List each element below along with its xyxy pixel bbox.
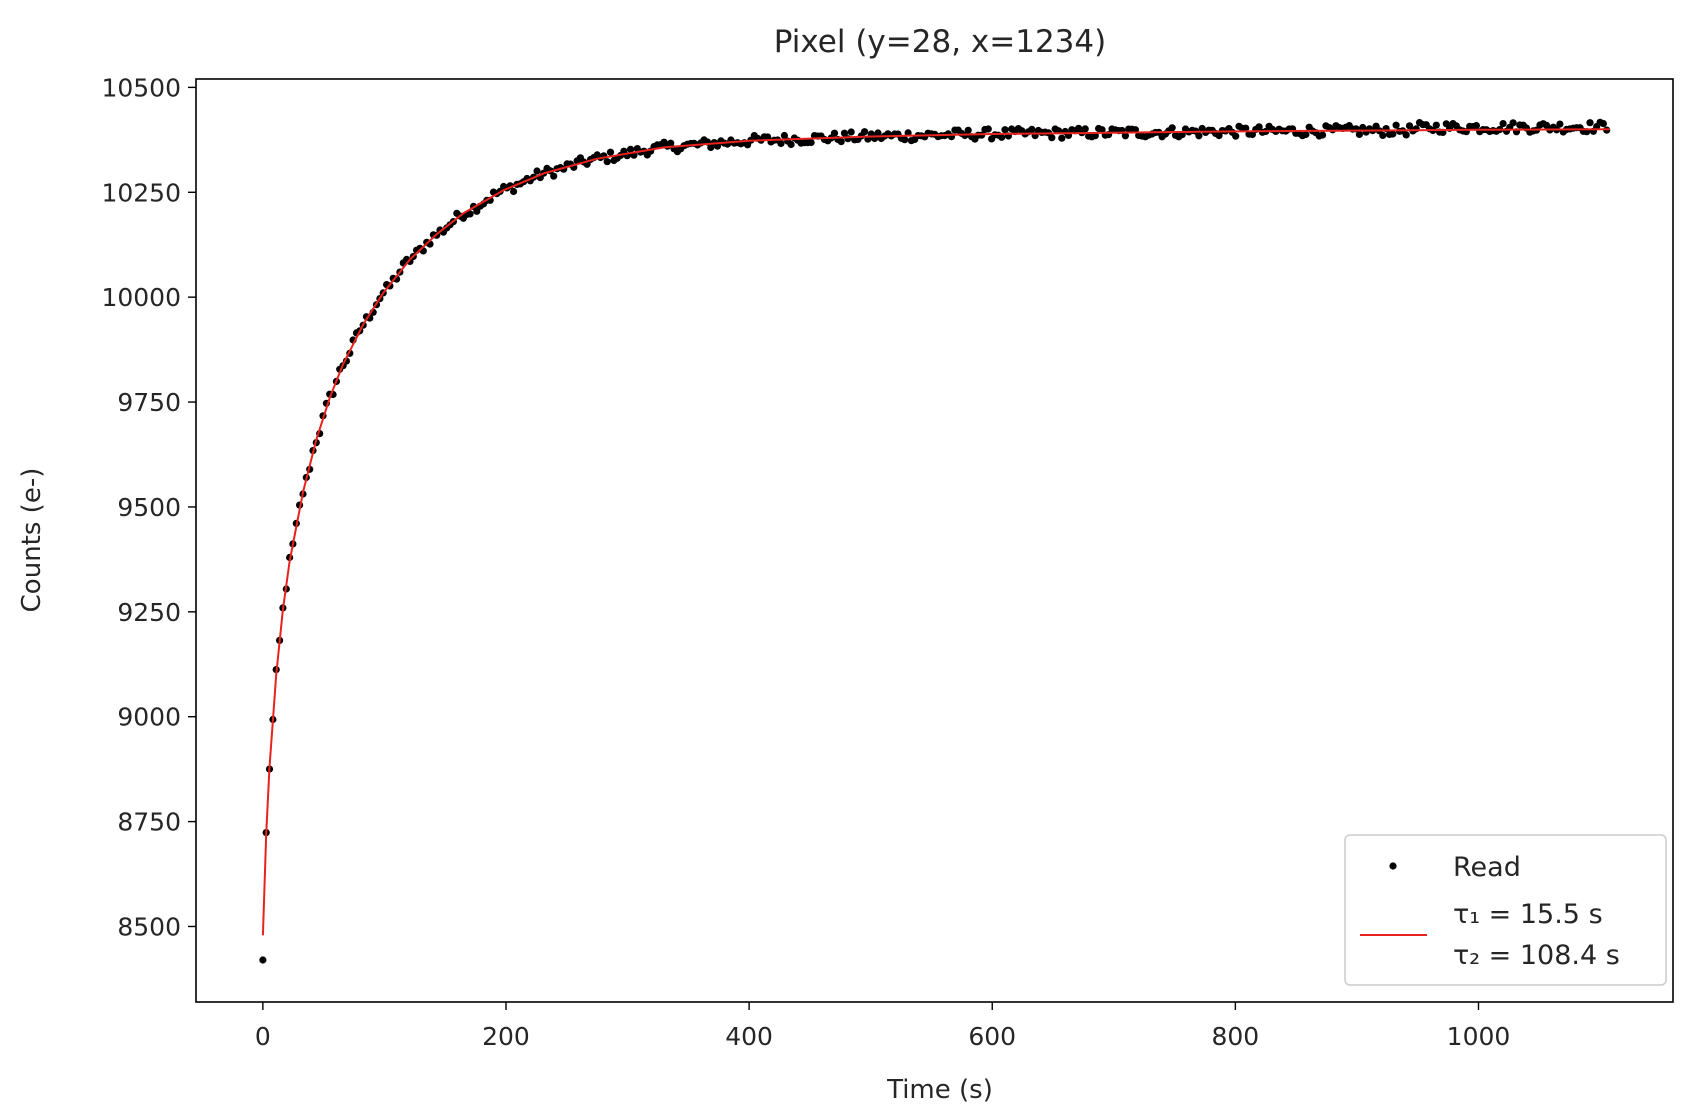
- legend-label-read: Read: [1453, 852, 1521, 883]
- legend-frame: [1344, 834, 1667, 986]
- read-point: [1599, 120, 1607, 128]
- read-point: [1081, 125, 1089, 133]
- read-point: [627, 145, 635, 153]
- fit-line: [261, 128, 1610, 936]
- read-point: [1058, 134, 1066, 142]
- read-point: [1028, 125, 1036, 133]
- y-tick-label: 10250: [101, 178, 181, 207]
- legend-label-fit-tau1: τ₁ = 15.5 s: [1453, 899, 1603, 930]
- y-tick-label: 10500: [101, 73, 181, 102]
- read-point: [1232, 132, 1240, 140]
- y-tick-label: 8750: [117, 808, 181, 837]
- read-point: [1319, 131, 1327, 139]
- read-point: [1402, 131, 1410, 139]
- x-axis-label: Time (s): [886, 1075, 993, 1105]
- read-point: [603, 158, 611, 166]
- x-tick-label: 0: [255, 1022, 271, 1051]
- read-point: [840, 129, 849, 137]
- read-point: [1586, 119, 1594, 127]
- read-point: [837, 138, 845, 146]
- read-point: [1168, 124, 1176, 132]
- read-point: [1121, 132, 1129, 140]
- x-tick-label: 400: [725, 1022, 773, 1051]
- plot-frame: [195, 78, 1674, 1003]
- chart-title: Pixel (y=28, x=1234): [774, 24, 1106, 60]
- read-point: [787, 140, 795, 149]
- read-point: [861, 128, 869, 136]
- read-point: [964, 126, 972, 134]
- y-tick-label: 9250: [117, 598, 181, 627]
- read-point: [847, 128, 855, 136]
- read-point: [1412, 125, 1420, 133]
- legend-marker-read: [1389, 862, 1397, 870]
- y-tick-label: 9750: [117, 388, 181, 417]
- y-tick-label: 9500: [117, 493, 181, 522]
- y-axis-label: Counts (e-): [17, 468, 47, 613]
- read-point: [807, 138, 815, 147]
- read-point: [1098, 126, 1106, 134]
- x-tick-label: 200: [482, 1022, 530, 1051]
- read-point: [606, 148, 615, 156]
- read-point: [1509, 119, 1517, 127]
- read-point: [1355, 130, 1363, 138]
- x-tick-label: 600: [968, 1022, 1016, 1051]
- read-point: [1392, 121, 1400, 129]
- read-point: [874, 129, 882, 137]
- read-point: [1405, 122, 1414, 130]
- x-tick-label: 800: [1212, 1022, 1260, 1051]
- read-point: [1242, 124, 1250, 132]
- legend: Read τ₁ = 15.5 s τ₂ = 108.4 s: [1344, 834, 1667, 986]
- read-point: [901, 136, 909, 144]
- read-point: [1195, 132, 1203, 140]
- ticks-layer: 0 200 400 600 800 1000 8500 8750 9000 9250 9500 975…: [101, 73, 1510, 1051]
- read-point: [780, 131, 789, 140]
- read-point: [984, 125, 992, 133]
- read-point: [509, 187, 518, 196]
- read-point: [259, 956, 267, 964]
- read-point: [1302, 130, 1310, 139]
- read-point: [777, 139, 785, 148]
- y-tick-label: 10000: [101, 283, 181, 312]
- read-point: [1048, 134, 1056, 142]
- read-point: [1432, 121, 1440, 129]
- read-point: [1255, 123, 1263, 131]
- read-point: [466, 210, 474, 218]
- read-point: [1499, 120, 1507, 128]
- read-point: [844, 135, 852, 143]
- read-point: [550, 172, 558, 180]
- read-point: [473, 207, 481, 215]
- read-point: [1556, 120, 1564, 128]
- read-point: [1001, 126, 1009, 134]
- read-point: [533, 167, 541, 175]
- read-point: [998, 133, 1006, 141]
- y-tick-label: 8500: [117, 912, 181, 941]
- read-point: [1389, 130, 1397, 138]
- legend-label-fit-tau2: τ₂ = 108.4 s: [1453, 940, 1620, 971]
- read-point: [1379, 131, 1387, 139]
- x-tick-label: 1000: [1447, 1022, 1511, 1051]
- series-layer: [259, 118, 1611, 964]
- read-point: [1472, 122, 1480, 130]
- y-tick-label: 9000: [117, 703, 181, 732]
- read-point: [667, 139, 675, 147]
- read-point: [830, 129, 839, 137]
